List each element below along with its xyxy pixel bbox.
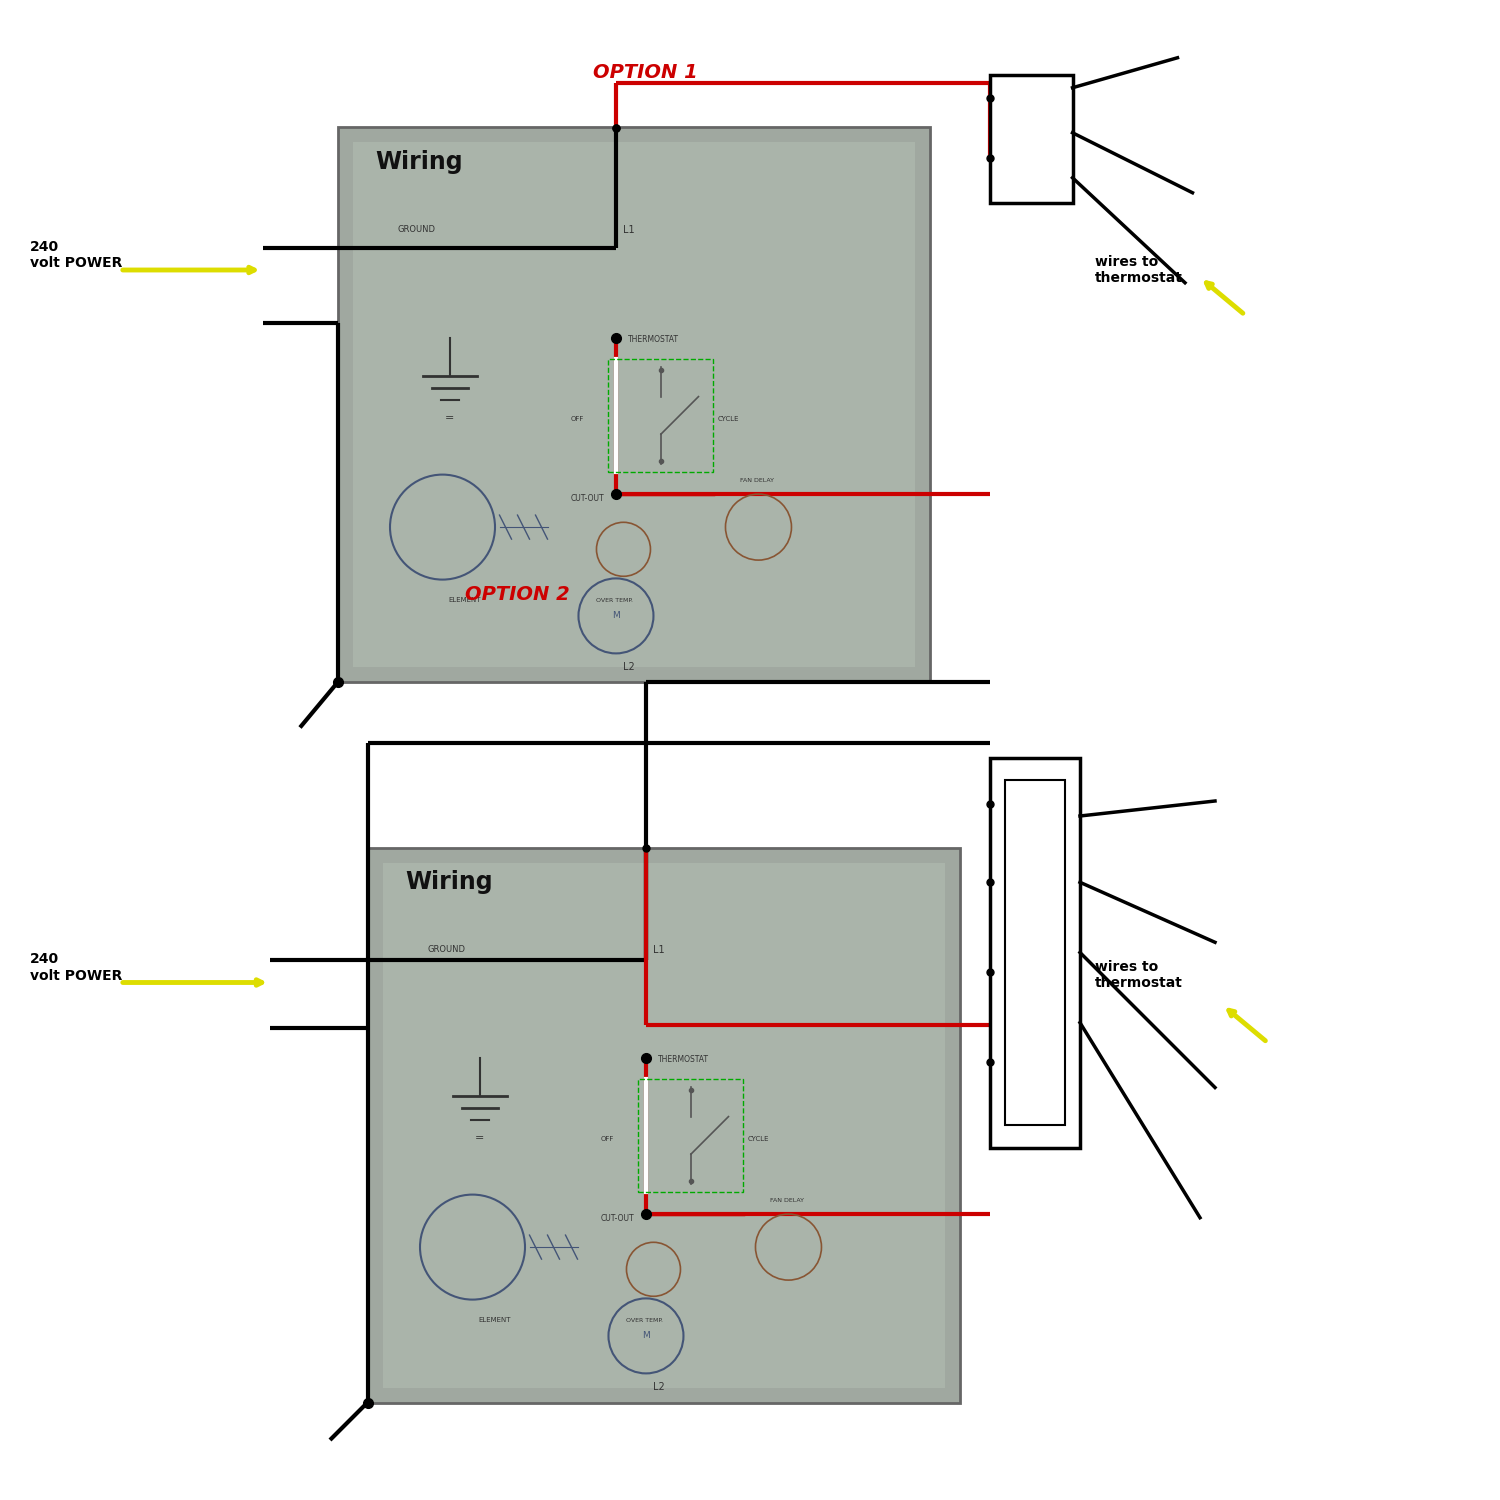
Text: L2: L2 <box>654 1383 664 1392</box>
Text: ELEMENT: ELEMENT <box>478 1317 512 1323</box>
Bar <box>990 758 1080 1148</box>
Text: CYCLE: CYCLE <box>718 416 740 422</box>
Text: CUT-OUT: CUT-OUT <box>572 495 604 504</box>
Text: L1: L1 <box>654 945 664 956</box>
Text: L2: L2 <box>624 663 634 672</box>
Text: GROUND: GROUND <box>427 945 465 954</box>
Text: =: = <box>476 1132 484 1143</box>
Text: M: M <box>642 1332 650 1341</box>
Text: M: M <box>612 612 620 621</box>
Text: OVER TEMP.: OVER TEMP. <box>627 1318 663 1323</box>
Text: Wiring: Wiring <box>405 870 492 894</box>
Text: OFF: OFF <box>572 416 585 422</box>
Text: FAN DELAY: FAN DELAY <box>741 478 774 483</box>
Bar <box>382 862 945 1388</box>
Text: 240
volt POWER: 240 volt POWER <box>30 240 123 270</box>
Bar <box>990 75 1072 202</box>
Text: THERMOSTAT: THERMOSTAT <box>628 334 680 344</box>
Text: =: = <box>446 413 454 423</box>
Text: GROUND: GROUND <box>398 225 435 234</box>
Text: 240
volt POWER: 240 volt POWER <box>30 952 123 982</box>
Bar <box>368 847 960 1402</box>
Text: wires to
thermostat: wires to thermostat <box>1095 960 1184 990</box>
Bar <box>639 1078 744 1191</box>
Bar <box>352 142 915 668</box>
Text: THERMOSTAT: THERMOSTAT <box>658 1054 710 1064</box>
Text: OVER TEMP.: OVER TEMP. <box>597 598 633 603</box>
Text: OPTION 1: OPTION 1 <box>592 63 698 82</box>
Text: CYCLE: CYCLE <box>748 1136 770 1142</box>
Bar <box>1005 780 1065 1125</box>
Text: ELEMENT: ELEMENT <box>448 597 482 603</box>
Text: CUT-OUT: CUT-OUT <box>602 1215 634 1224</box>
Text: FAN DELAY: FAN DELAY <box>771 1198 804 1203</box>
Text: L1: L1 <box>624 225 634 236</box>
Text: wires to
thermostat: wires to thermostat <box>1095 255 1184 285</box>
Text: OPTION 2: OPTION 2 <box>465 585 570 604</box>
Text: OFF: OFF <box>602 1136 615 1142</box>
Text: Wiring: Wiring <box>375 150 462 174</box>
Bar <box>609 358 714 471</box>
Bar <box>338 128 930 682</box>
